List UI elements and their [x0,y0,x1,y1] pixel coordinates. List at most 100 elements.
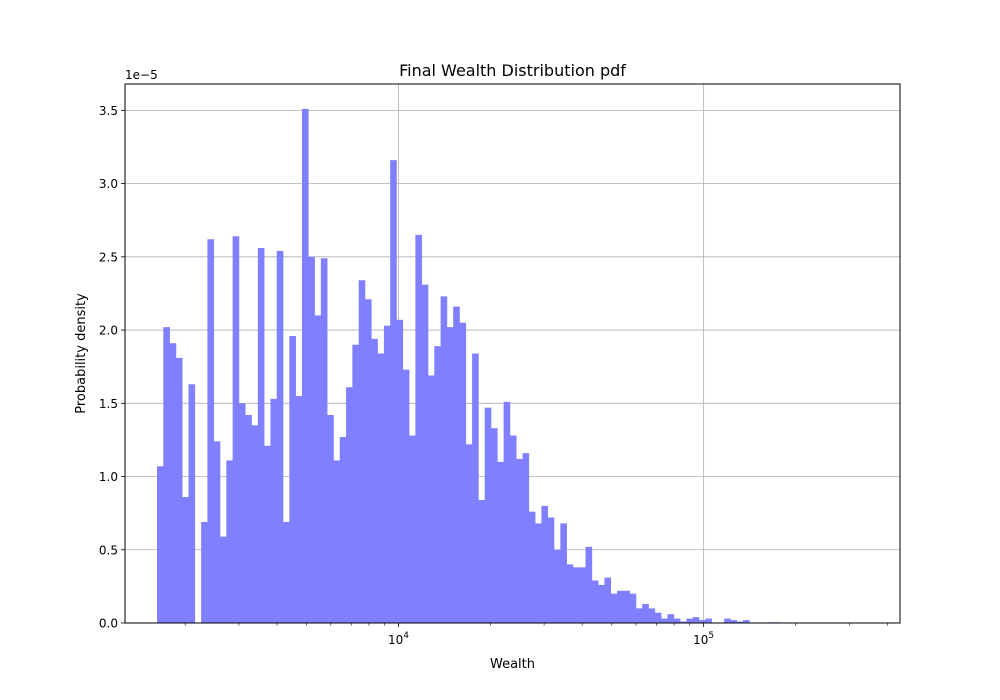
histogram-bar [402,369,410,623]
histogram-bar [434,346,441,623]
histogram-bar [301,108,309,623]
histogram-bar [459,322,467,623]
histogram-bar [157,466,164,623]
histogram-bar [661,618,668,623]
histogram-bar [383,325,391,623]
histogram-bar [339,436,347,623]
histogram-bar [308,256,315,623]
y-tick-label: 2.0 [99,324,118,338]
histogram-bar [238,403,246,623]
histogram-bar [516,458,523,623]
y-axis-label: Probability density [74,293,89,414]
y-tick-label: 2.5 [99,250,118,264]
histogram-bar [554,549,561,623]
histogram-bar [642,603,649,623]
histogram-bar [572,567,580,623]
histogram-bar [440,296,448,623]
histogram-bar [358,280,366,623]
histogram-bar [421,284,429,623]
y-axis-offset-text: 1e−5 [125,68,158,82]
histogram-bar [201,521,208,623]
y-tick-label: 0.5 [99,543,118,557]
histogram-bar [610,593,618,623]
histogram-bars [157,108,782,624]
histogram-bar [226,460,233,623]
histogram-bar [390,160,397,624]
x-axis-label: Wealth [490,657,535,672]
histogram-bar [472,353,479,623]
histogram-bar [629,593,637,623]
histogram-bar [446,327,454,623]
y-tick-label: 0.0 [99,617,118,631]
histogram-bar [743,620,750,623]
histogram-bar [283,521,290,623]
histogram-bar [333,460,341,623]
histogram-bar [314,315,322,623]
histogram-bar [522,453,530,623]
histogram-bar [465,444,473,623]
histogram-bar [673,618,681,623]
axis-ticks: 0.0 0.5 1.0 1.5 2.0 2.5 3.0 3.5 104 105 [99,104,888,647]
histogram-bar [560,523,567,623]
histogram-bar [566,564,574,623]
histogram-bar [251,425,259,623]
histogram-bar [295,395,303,623]
x-tick-label: 104 [388,631,409,647]
histogram-bar [509,435,517,623]
histogram-bar [730,620,738,623]
histogram-bar [491,428,498,623]
histogram-bar [692,617,700,623]
histogram-bar [327,415,334,623]
chart-title: Final Wealth Distribution pdf [399,61,626,80]
histogram-bar [377,353,385,623]
histogram-bar [352,344,359,623]
x-tick-label: 105 [693,631,714,647]
histogram-bar [427,375,435,623]
histogram-bar [705,618,712,623]
histogram-bar [453,306,460,623]
histogram-bar [364,299,372,623]
histogram-bar [654,612,662,623]
histogram-bar [257,248,265,624]
histogram-bar [270,398,278,623]
histogram-bar [541,505,549,623]
histogram-bar [245,415,252,623]
histogram-bar [680,621,687,623]
y-tick-label: 1.5 [99,397,118,411]
histogram-bar [182,497,189,623]
histogram-bar [320,258,328,623]
histogram-bar [163,327,170,623]
histogram-bar [169,343,177,623]
histogram-bar [617,590,624,623]
y-tick-label: 1.0 [99,470,118,484]
histogram-bar [598,584,605,623]
histogram-bar [497,461,504,623]
histogram-bar [289,335,296,623]
histogram-bar [409,435,416,623]
histogram-bar [264,445,271,623]
histogram-bar [667,614,675,623]
histogram-bar [535,523,542,623]
histogram-bar [635,608,643,623]
histogram-bar [175,357,183,623]
histogram-bar [698,620,706,623]
histogram-bar [396,319,404,623]
histogram-bar [547,517,555,623]
histogram-bar [220,536,227,623]
plot-area-frame [124,83,901,624]
histogram-bar [648,608,656,623]
histogram-bar [371,338,378,623]
y-tick-label: 3.0 [99,177,118,191]
histogram-bar [736,621,744,623]
histogram-bar [528,511,536,623]
histogram-bar [188,384,196,623]
histogram-bar [579,567,586,623]
histogram-bar [623,590,630,623]
y-tick-label: 3.5 [99,104,118,118]
histogram-bar [232,236,240,623]
histogram-bar [503,401,511,623]
histogram-bar [207,239,215,623]
histogram-bar [724,618,731,623]
histogram-bar [585,546,593,623]
